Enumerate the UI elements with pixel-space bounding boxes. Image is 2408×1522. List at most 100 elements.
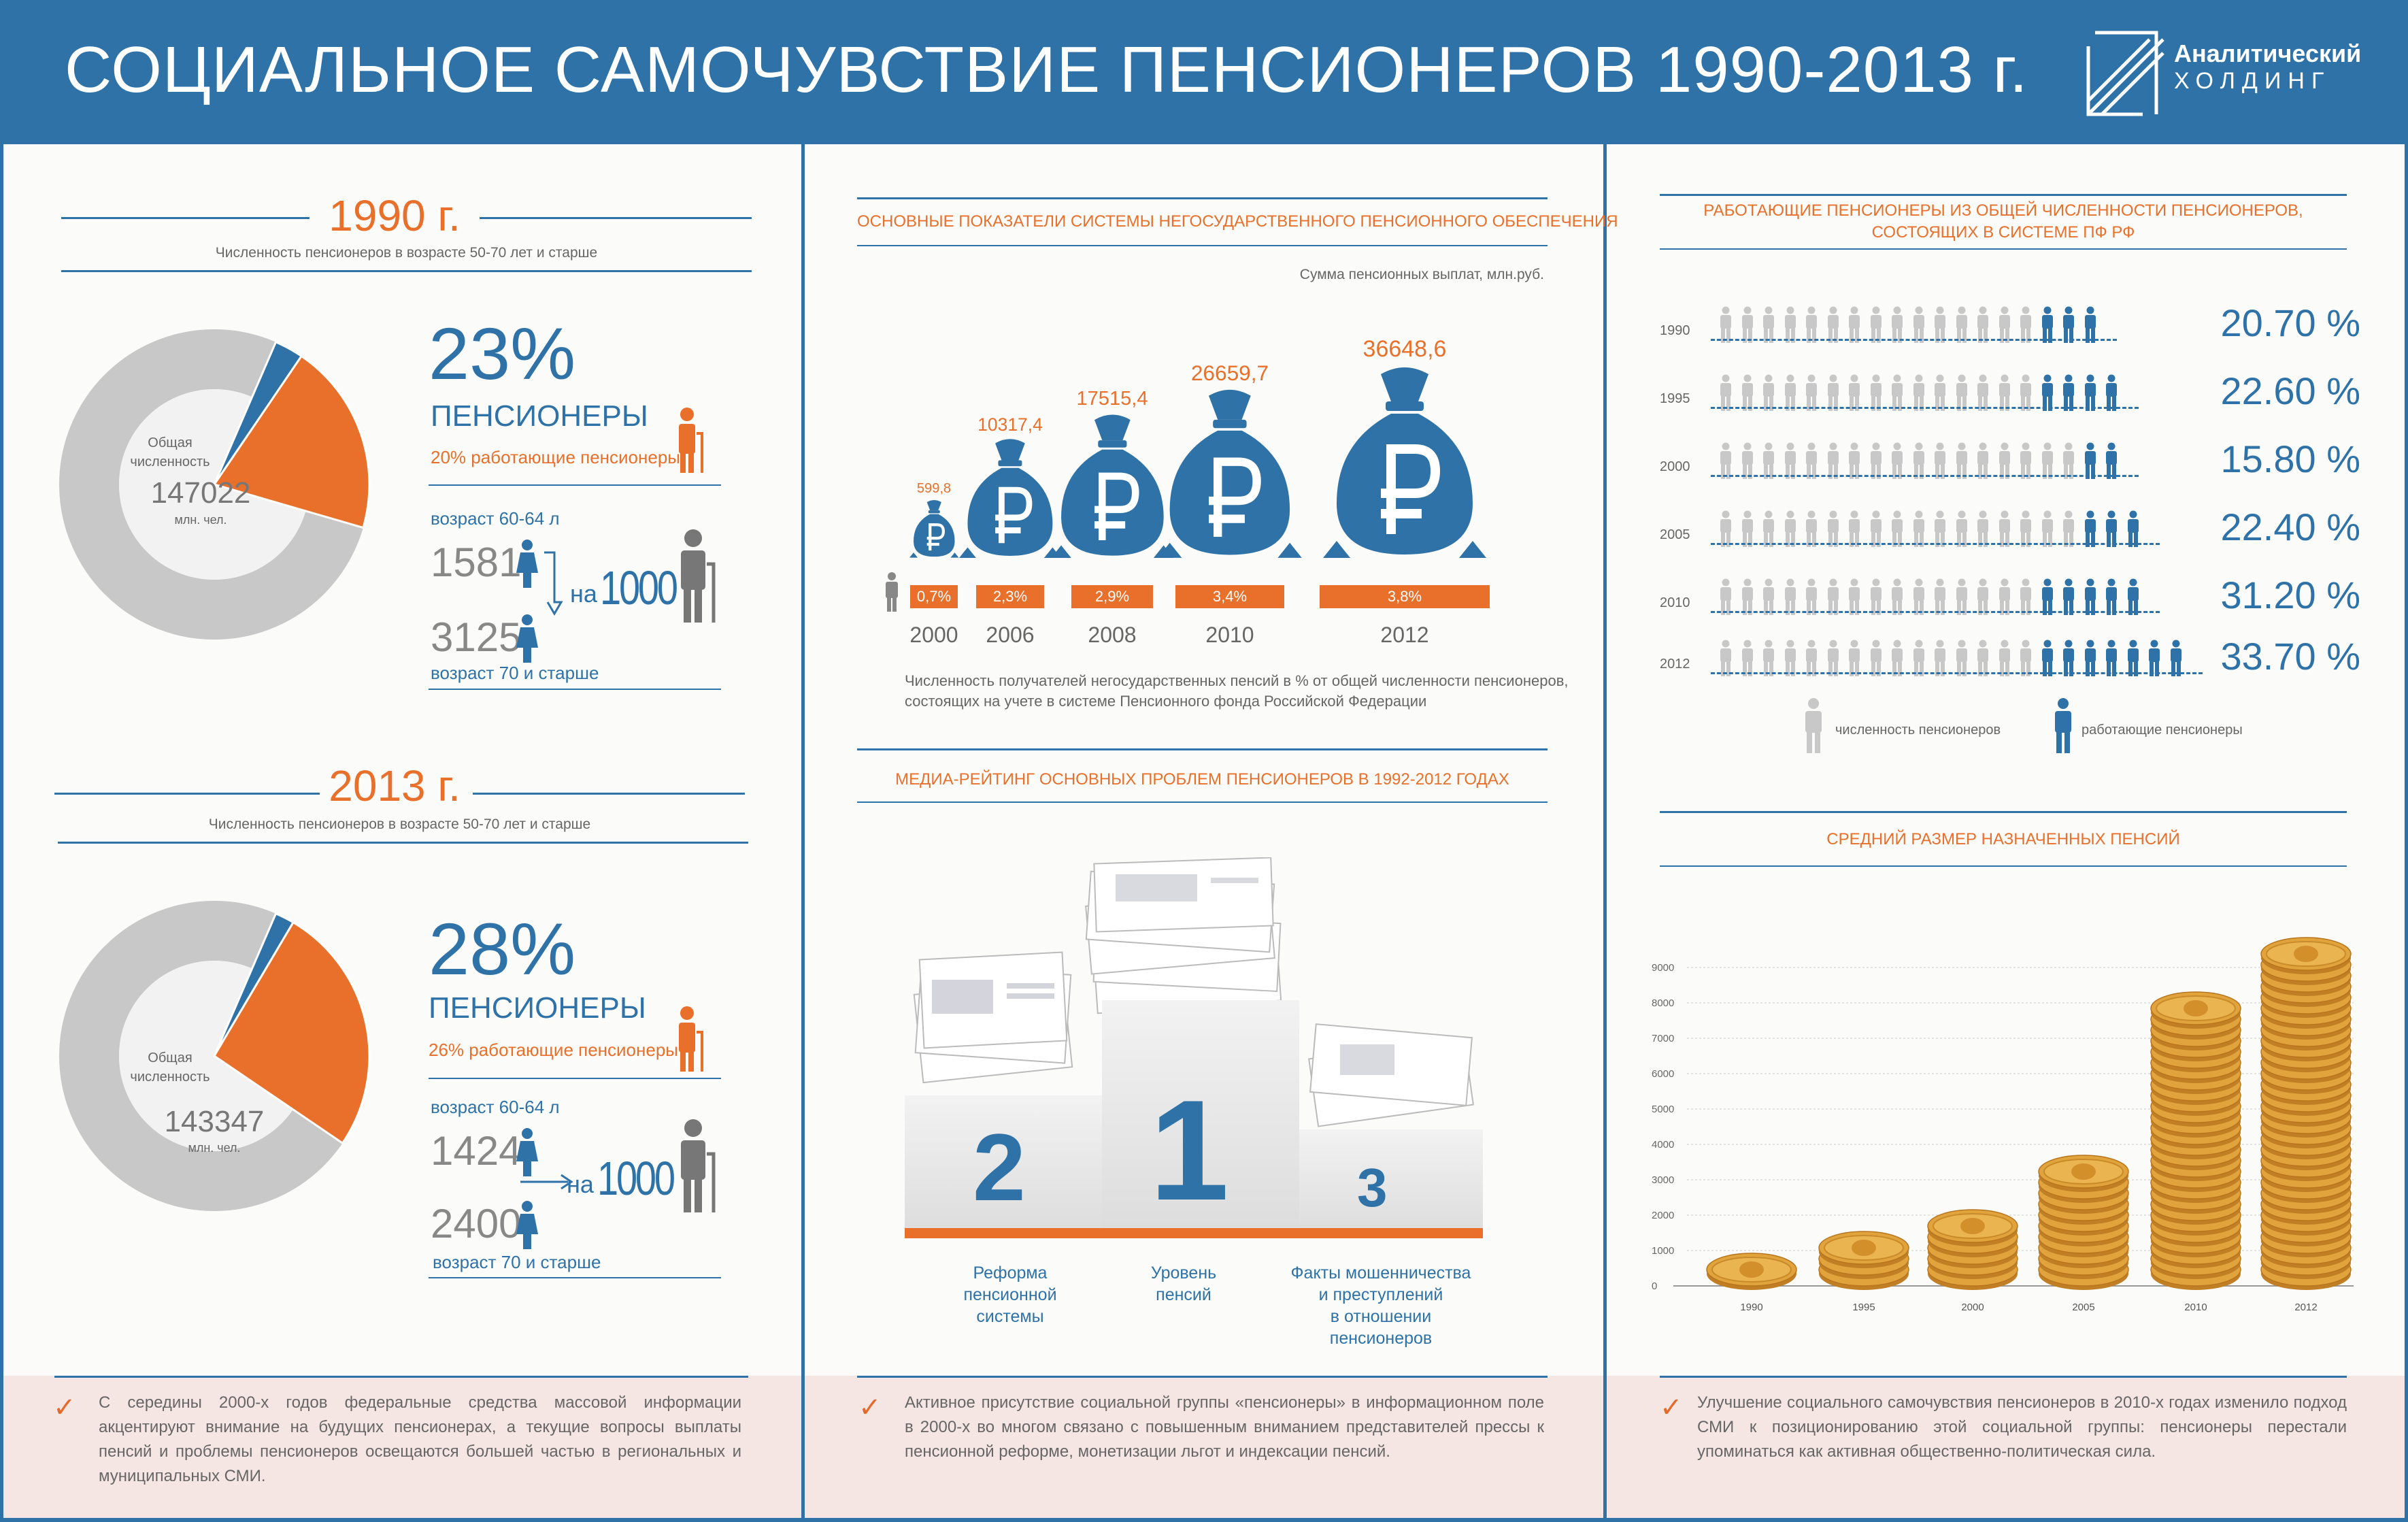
working-title: СОСТОЯЩИХ В СИСТЕМЕ ПФ РФ: [1871, 223, 2135, 242]
person-total-icon: [1849, 306, 1860, 343]
person-total-icon: [1784, 578, 1796, 615]
person-total-icon: [1956, 578, 1967, 615]
row-percent: 33.70 %: [2220, 635, 2361, 678]
person-total-icon: [1999, 442, 2010, 479]
podium-label-3: Факты мошенничества и преступлений в отнош…: [1290, 1263, 1471, 1348]
y-tick-label: 5000: [1652, 1104, 1674, 1115]
person-total-icon: [1763, 374, 1774, 411]
row-year: 2005: [1660, 527, 1690, 542]
person-total-icon: [1977, 442, 1988, 479]
money-bag-icon: [1050, 414, 1174, 558]
working-pensioners: 20% работающие пенсионеры: [431, 447, 680, 467]
person-working-icon: [2106, 640, 2117, 676]
person-total-icon: [1999, 510, 2010, 547]
person-working-icon: [2084, 374, 2096, 411]
row-percent: 31.20 %: [2220, 574, 2361, 616]
person-icon: [516, 540, 538, 588]
elder-grey-icon: [681, 1119, 716, 1212]
bag-year: 2006: [986, 623, 1035, 647]
coin-stack: [1706, 1253, 1797, 1290]
year-title: 2013 г.: [329, 761, 461, 810]
donut-value: 143347: [164, 1105, 265, 1138]
money-bag-icon: [1158, 389, 1302, 558]
right-column: [1603, 144, 2408, 1522]
check-icon: ✓: [1660, 1393, 1683, 1423]
person-total-icon: [2020, 374, 2031, 411]
age1-label: возраст 60-64 л: [431, 1097, 560, 1117]
npf-note: Численность получателей негосударственны…: [905, 672, 1569, 689]
person-total-icon: [1870, 640, 1882, 676]
y-tick-label: 8000: [1652, 997, 1674, 1009]
person-total-icon: [2041, 510, 2053, 547]
logo-text-line1: Аналитический: [2174, 39, 2362, 67]
bag-amount: 36648,6: [1362, 336, 1447, 362]
donut-unit: млн. чел.: [188, 1141, 241, 1155]
person-total-icon: [1849, 640, 1860, 676]
age2-label: возраст 70 и старше: [433, 1252, 601, 1272]
elder-grey-icon: [681, 529, 716, 623]
person-working-icon: [2127, 510, 2139, 547]
person-total-icon: [1720, 510, 1731, 547]
person-total-icon: [1870, 374, 1882, 411]
money-bag-icon: [1323, 367, 1486, 558]
bag-year: 2010: [1205, 623, 1254, 647]
row-percent: 20.70 %: [2220, 301, 2361, 344]
person-total-icon: [1892, 510, 1903, 547]
person-total-icon: [1849, 578, 1860, 615]
person-total-icon: [1977, 374, 1988, 411]
person-total-icon: [1806, 578, 1817, 615]
row-year: 1995: [1660, 391, 1690, 406]
bag-share-bar: 2,3%: [976, 585, 1044, 608]
row-percent: 22.60 %: [2220, 369, 2361, 412]
bag-amount: 10317,4: [977, 414, 1043, 435]
podium-place-3: 3: [1357, 1157, 1388, 1218]
pensioner-label: ПЕНСИОНЕРЫ: [431, 399, 648, 433]
money-bag-icon: [959, 439, 1061, 558]
bag-amount: 26659,7: [1190, 361, 1269, 385]
row-year: 2010: [1660, 595, 1690, 610]
middle-note: Активное присутствие социальной группы «…: [905, 1393, 1544, 1461]
pensioner-percent: 28%: [429, 908, 576, 990]
person-total-icon: [1977, 510, 1988, 547]
person-total-icon: [1913, 510, 1924, 547]
age1-label: возраст 60-64 л: [431, 508, 560, 529]
age1-value: 1581: [431, 540, 522, 585]
legend-blue-person-icon: [2055, 698, 2071, 753]
logo-text-line2: ХОЛДИНГ: [2174, 68, 2331, 94]
person-total-icon: [1913, 578, 1924, 615]
person-icon: [516, 1128, 538, 1176]
person-total-icon: [1827, 578, 1839, 615]
person-working-icon: [2041, 374, 2053, 411]
coin-stack: [2150, 991, 2241, 1290]
row-dash: [1711, 407, 2139, 409]
check-icon: ✓: [53, 1393, 76, 1423]
person-total-icon: [2063, 442, 2074, 479]
person-total-icon: [1913, 442, 1924, 479]
person-total-icon: [2020, 640, 2031, 676]
person-total-icon: [1806, 640, 1817, 676]
podium-label-1: Уровень пенсий: [1150, 1263, 1217, 1304]
coin-stack: [1927, 1209, 2018, 1290]
right-note-bar: [1607, 1376, 2405, 1518]
population-donut: [59, 329, 371, 640]
bag-share-bar: 3,8%: [1320, 585, 1490, 608]
y-tick-label: 7000: [1652, 1033, 1674, 1044]
person-working-icon: [2063, 306, 2074, 343]
person-total-icon: [1892, 442, 1903, 479]
person-total-icon: [1720, 442, 1731, 479]
right-note: Улучшение социального самочувствия пенси…: [1697, 1393, 2347, 1461]
podium-illustration: [905, 857, 1483, 1238]
logo-icon: [2086, 31, 2164, 116]
pension-coin-chart: 0 1000 2000 3000 4000 5000 6000 7000 8000 9000 199…: [1652, 937, 2354, 1313]
npf-bags: 599,8 0,7% 2000 10317,4 2,3% 2006 17515,4 2,9% 2…: [857, 286, 1548, 667]
person-total-icon: [1741, 578, 1753, 615]
age1-value: 1424: [431, 1128, 522, 1174]
row-year: 1990: [1660, 323, 1690, 338]
donut-wedge-working: [212, 921, 371, 1145]
donut-label: численность: [130, 1070, 210, 1085]
row-dash: [1711, 543, 2160, 545]
coin-stack: [1818, 1231, 1909, 1290]
person-total-icon: [1720, 578, 1731, 615]
person-total-icon: [1956, 510, 1967, 547]
person-total-icon: [1741, 640, 1753, 676]
